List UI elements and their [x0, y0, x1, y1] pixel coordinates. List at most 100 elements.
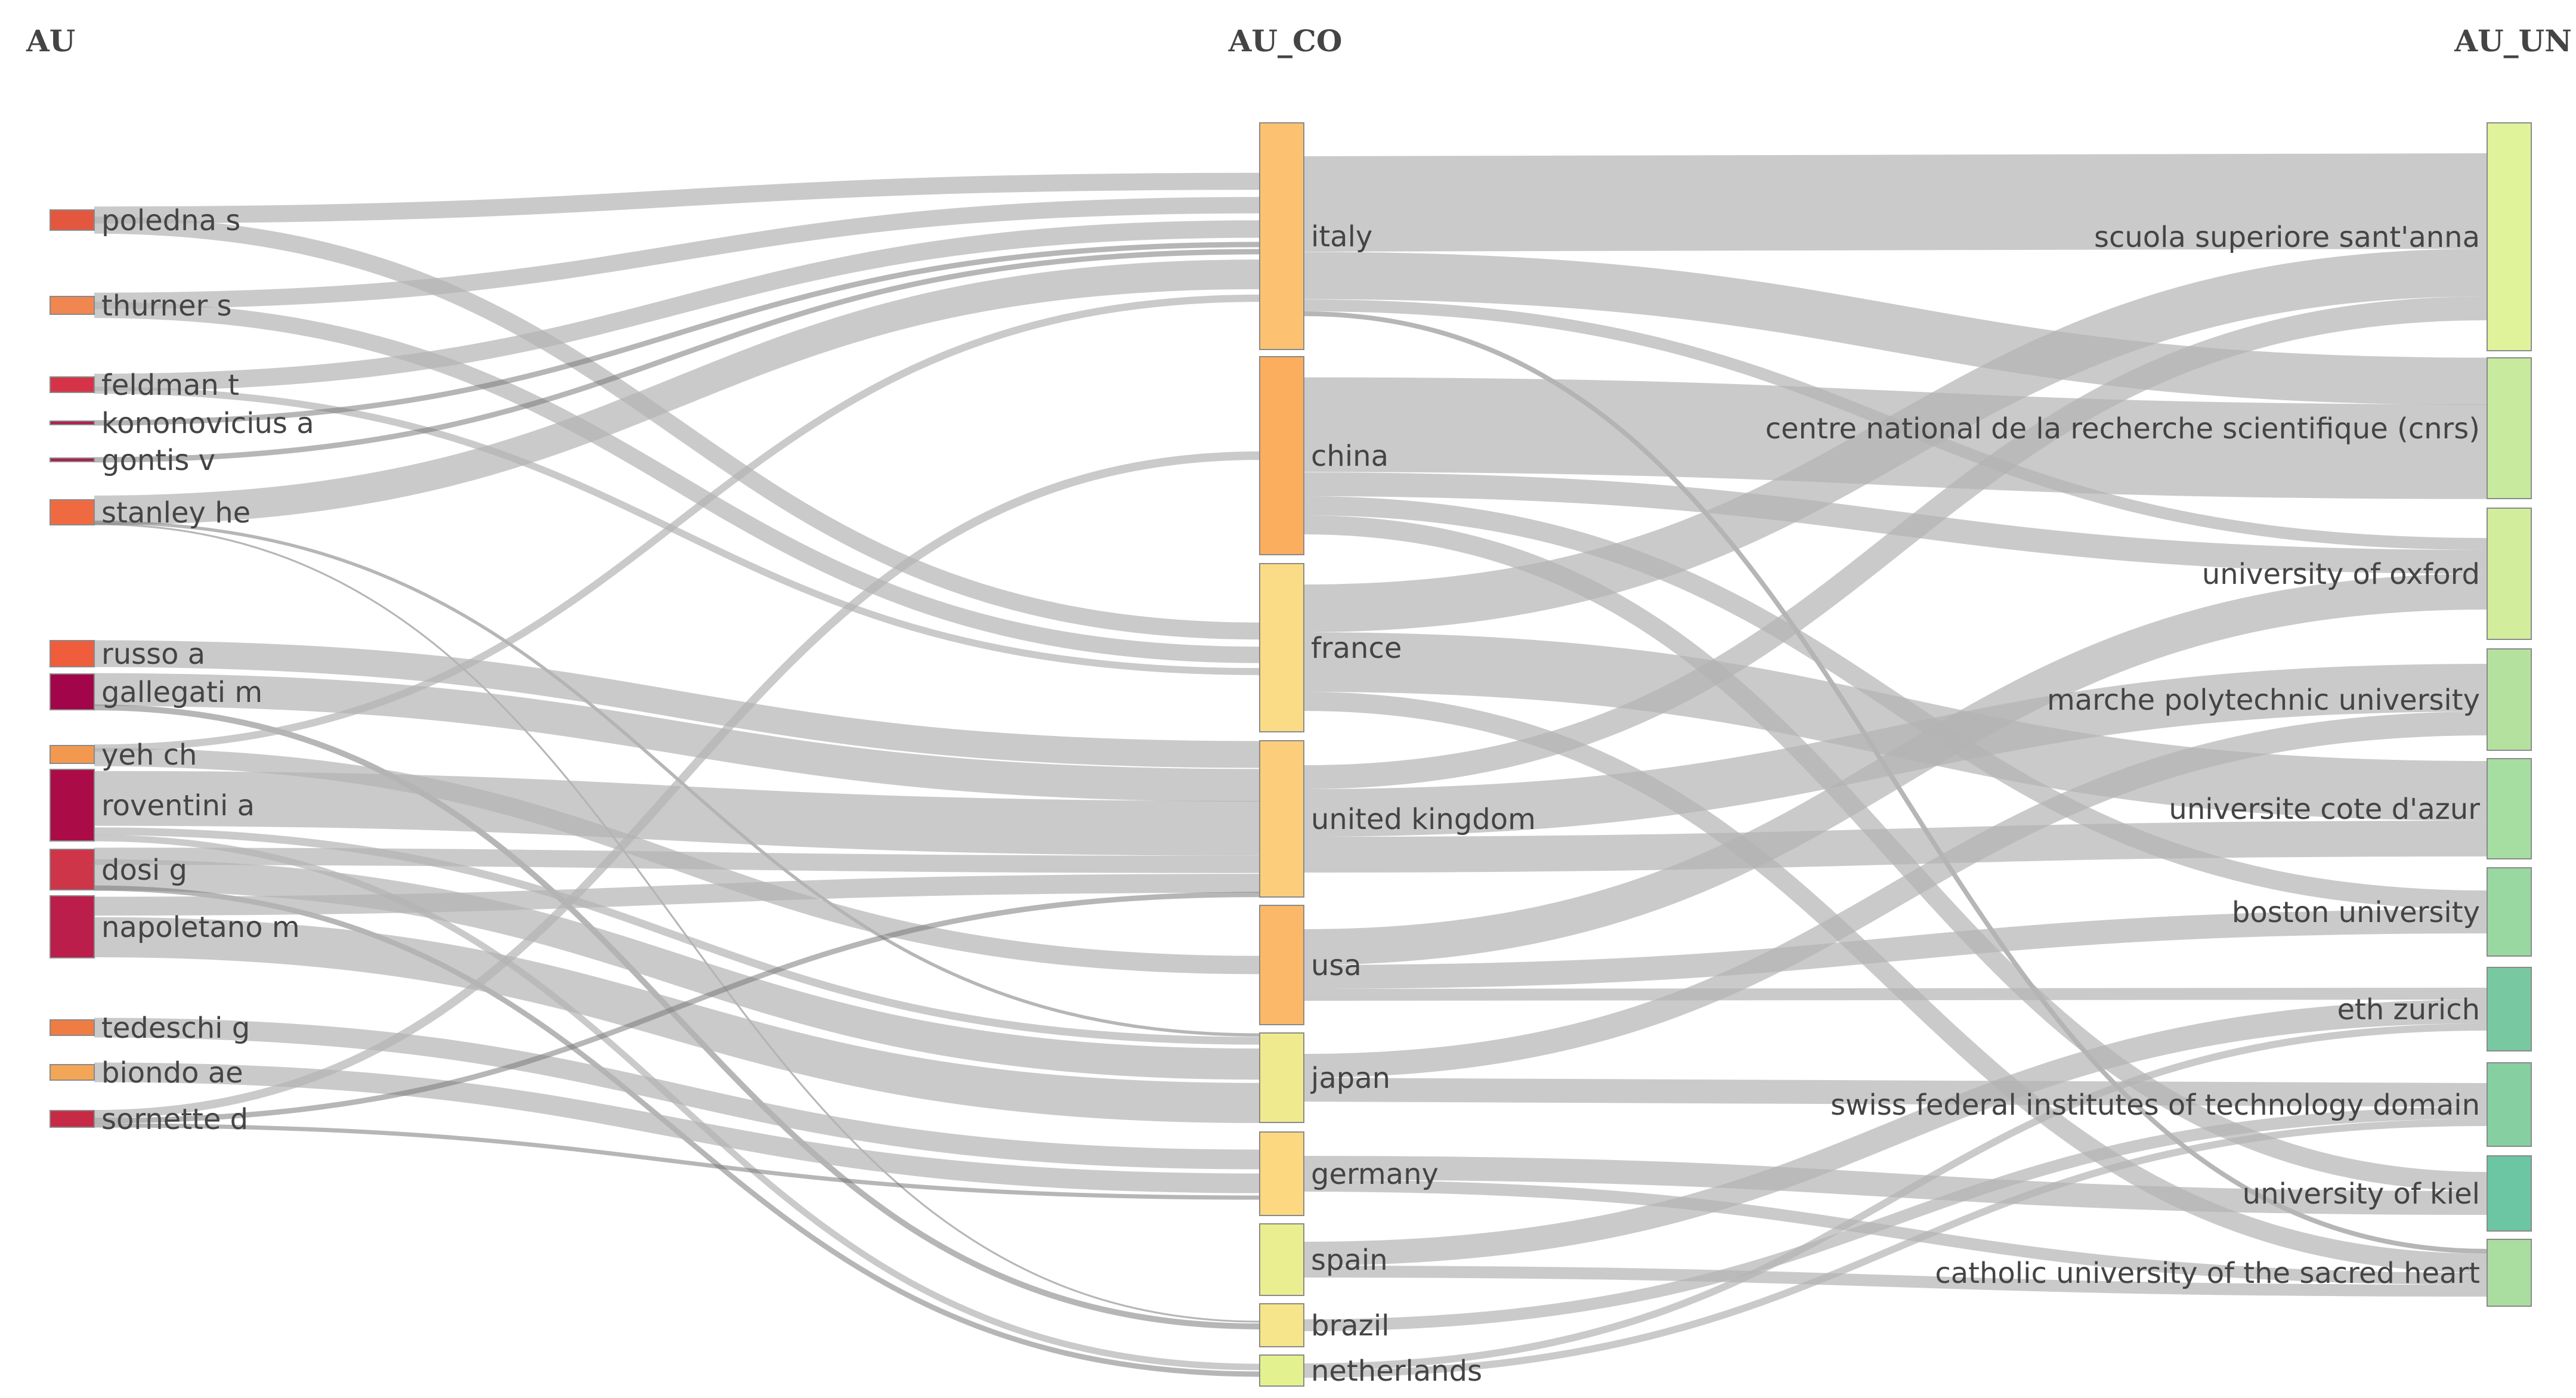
node-box-france[interactable]: [1259, 563, 1304, 732]
node-label-brazil: brazil: [1311, 1309, 1389, 1343]
link-italy-to-ssa: [1303, 153, 2488, 252]
node-label-cote: universite cote d'azur: [2169, 793, 2480, 826]
link-sornette-to-uk: [94, 892, 1260, 1124]
link-russo-to-uk: [94, 640, 1260, 768]
node-label-biondo: biondo ae: [101, 1056, 243, 1090]
node-box-gontis[interactable]: [50, 457, 95, 462]
node-au-co-netherlands[interactable]: netherlands: [1259, 1354, 1482, 1388]
node-box-italy[interactable]: [1259, 122, 1304, 350]
node-box-ssa[interactable]: [2487, 122, 2532, 351]
node-box-catholic[interactable]: [2487, 1239, 2532, 1307]
node-box-biondo[interactable]: [50, 1064, 95, 1081]
node-box-thurner[interactable]: [50, 296, 95, 315]
node-au-co-china[interactable]: china: [1259, 356, 1388, 555]
node-box-kiel[interactable]: [2487, 1155, 2532, 1232]
link-dosi-to-uk: [94, 848, 1260, 873]
node-box-netherlands[interactable]: [1259, 1354, 1304, 1387]
node-au-gontis[interactable]: gontis v: [50, 444, 215, 477]
node-au-co-brazil[interactable]: brazil: [1259, 1303, 1389, 1347]
link-france-to-ssa: [1303, 249, 2488, 632]
node-box-boston[interactable]: [2487, 867, 2532, 957]
node-label-russo: russo a: [101, 638, 205, 671]
node-au-co-germany[interactable]: germany: [1259, 1131, 1439, 1216]
node-au-co-spain[interactable]: spain: [1259, 1223, 1388, 1296]
node-box-eth[interactable]: [2487, 967, 2532, 1051]
link-stanley-to-italy: [94, 259, 1260, 525]
flow-links: [94, 153, 2488, 1378]
node-au-un-boston[interactable]: boston university: [2232, 867, 2532, 957]
node-au-russo[interactable]: russo a: [50, 638, 205, 671]
node-box-dosi[interactable]: [50, 849, 95, 890]
node-au-tedeschi[interactable]: tedeschi g: [50, 1012, 250, 1045]
node-au-un-catholic[interactable]: catholic university of the sacred heart: [1935, 1239, 2532, 1307]
node-label-italy: italy: [1311, 220, 1372, 253]
node-au-thurner[interactable]: thurner s: [50, 289, 232, 323]
node-au-un-eth[interactable]: eth zurich: [2337, 967, 2532, 1051]
link-yeh-to-italy: [94, 294, 1260, 752]
node-box-kononovicius[interactable]: [50, 420, 95, 425]
node-box-germany[interactable]: [1259, 1131, 1304, 1216]
node-au-co-france[interactable]: france: [1259, 563, 1402, 732]
node-box-oxford[interactable]: [2487, 508, 2532, 640]
node-label-tedeschi: tedeschi g: [101, 1012, 250, 1045]
node-box-china[interactable]: [1259, 356, 1304, 555]
node-au-napoletano[interactable]: napoletano m: [50, 895, 300, 958]
node-au-poledna[interactable]: poledna s: [50, 204, 240, 237]
node-box-russo[interactable]: [50, 640, 95, 667]
node-box-swiss[interactable]: [2487, 1062, 2532, 1147]
node-box-gallegati[interactable]: [50, 673, 95, 710]
node-au-un-cote[interactable]: universite cote d'azur: [2169, 758, 2532, 859]
flow-nodes: poledna s thurner s feldman t kononovicius …: [50, 122, 2532, 1388]
link-feldman-to-france: [94, 386, 1260, 675]
link-roventini-to-uk: [94, 771, 1260, 856]
node-box-roventini[interactable]: [50, 769, 95, 842]
column-headers: AU AU_CO AU_UN: [26, 23, 2572, 58]
node-au-roventini[interactable]: roventini a: [50, 769, 255, 842]
node-au-co-usa[interactable]: usa: [1259, 905, 1362, 1025]
node-au-kononovicius[interactable]: kononovicius a: [50, 407, 314, 440]
node-au-un-swiss[interactable]: swiss federal institutes of technology d…: [1830, 1062, 2532, 1147]
node-au-un-marche[interactable]: marche polytechnic university: [2047, 648, 2532, 751]
node-box-uk[interactable]: [1259, 740, 1304, 898]
link-spain-to-eth: [1303, 1000, 2488, 1266]
link-spain-to-catholic: [1303, 1266, 2488, 1297]
node-au-un-ssa[interactable]: scuola superiore sant'anna: [2094, 122, 2532, 351]
node-au-stanley[interactable]: stanley he: [50, 496, 251, 530]
node-au-biondo[interactable]: biondo ae: [50, 1056, 243, 1090]
node-au-co-uk[interactable]: united kingdom: [1259, 740, 1536, 898]
node-au-gallegati[interactable]: gallegati m: [50, 673, 262, 710]
column-header-au-co: AU_CO: [1228, 23, 1343, 58]
node-label-sornette: sornette d: [101, 1103, 248, 1136]
node-box-poledna[interactable]: [50, 209, 95, 231]
node-box-marche[interactable]: [2487, 648, 2532, 751]
node-box-spain[interactable]: [1259, 1223, 1304, 1296]
node-box-napoletano[interactable]: [50, 895, 95, 958]
node-au-sornette[interactable]: sornette d: [50, 1103, 248, 1136]
node-au-co-italy[interactable]: italy: [1259, 122, 1372, 350]
node-box-japan[interactable]: [1259, 1032, 1304, 1123]
column-header-au-un: AU_UN: [2454, 23, 2572, 58]
node-au-co-japan[interactable]: japan: [1259, 1032, 1390, 1123]
node-box-stanley[interactable]: [50, 499, 95, 525]
node-au-un-cnrs[interactable]: centre national de la recherche scientif…: [1765, 357, 2532, 499]
node-label-boston: boston university: [2232, 896, 2480, 929]
node-au-un-kiel[interactable]: university of kiel: [2243, 1155, 2532, 1232]
node-au-yeh[interactable]: yeh ch: [50, 738, 197, 772]
link-italy-to-cnrs: [1303, 252, 2488, 405]
link-poledna-to-france: [94, 216, 1260, 640]
node-box-tedeschi[interactable]: [50, 1019, 95, 1036]
node-box-cnrs[interactable]: [2487, 357, 2532, 499]
node-box-brazil[interactable]: [1259, 1303, 1304, 1347]
node-box-sornette[interactable]: [50, 1110, 95, 1128]
node-label-gontis: gontis v: [101, 444, 215, 477]
link-usa-to-boston: [1303, 910, 2488, 989]
node-label-france: france: [1311, 632, 1402, 665]
node-au-dosi[interactable]: dosi g: [50, 849, 187, 890]
node-au-feldman[interactable]: feldman t: [50, 369, 239, 402]
node-au-un-oxford[interactable]: university of oxford: [2202, 508, 2532, 640]
node-box-yeh[interactable]: [50, 745, 95, 764]
node-box-feldman[interactable]: [50, 376, 95, 393]
node-label-kiel: university of kiel: [2243, 1177, 2480, 1211]
node-box-cote[interactable]: [2487, 758, 2532, 859]
node-box-usa[interactable]: [1259, 905, 1304, 1025]
